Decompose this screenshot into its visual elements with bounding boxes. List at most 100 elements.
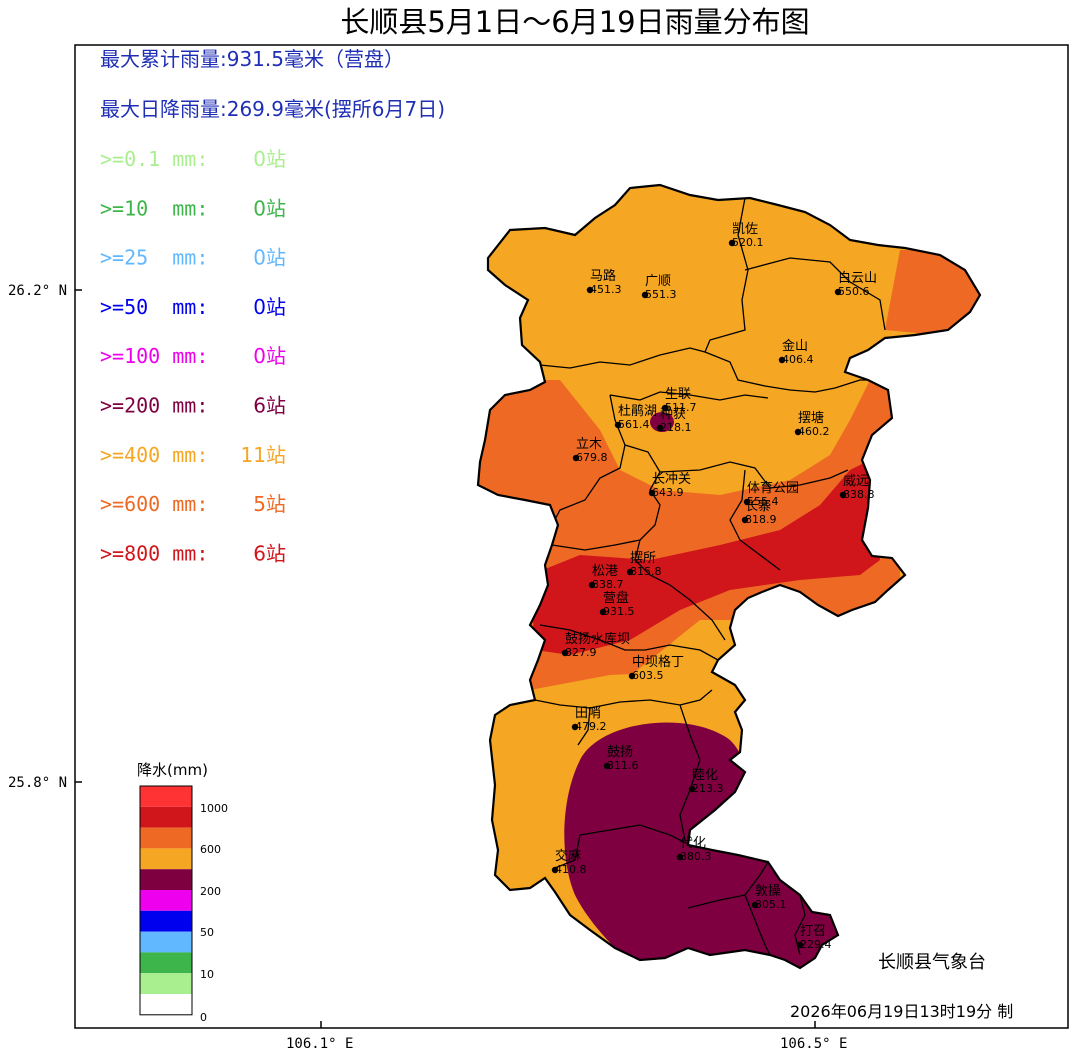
- station-name: 松港: [592, 564, 618, 579]
- legend-swatch: [140, 931, 192, 953]
- stat-threshold-label: >=800 mm:: [100, 541, 208, 565]
- station-value: 818.9: [745, 513, 777, 526]
- station-value: 643.9: [652, 486, 684, 499]
- lat-label: 26.2° N: [8, 283, 67, 299]
- legend-swatch: [140, 952, 192, 974]
- station-name: 长冲关: [652, 472, 691, 487]
- station-value: 229.4: [800, 938, 832, 951]
- legend-swatch: [140, 806, 192, 828]
- station-name: 田哨: [575, 706, 601, 721]
- station-marker: [614, 421, 622, 429]
- lon-label: 106.5° E: [780, 1036, 847, 1052]
- map-title: 长顺县5月1日～6月19日雨量分布图: [340, 5, 809, 39]
- station-value: 410.8: [555, 863, 587, 876]
- stat-station-count: 5站: [253, 492, 286, 516]
- station-marker: [571, 723, 579, 731]
- legend-tick-label: 600: [200, 843, 221, 856]
- made-at: 2026年06月19日13时19分 制: [790, 1002, 1013, 1021]
- station-marker: [794, 428, 802, 436]
- station-marker: [656, 424, 664, 432]
- station-marker: [599, 608, 607, 616]
- stat-station-count: 6站: [253, 394, 286, 418]
- station-value: 311.6: [607, 759, 639, 772]
- stat-threshold-label: >=100 mm:: [100, 344, 208, 368]
- station-name: 广顺: [645, 274, 671, 289]
- stat-threshold-label: >=50 mm:: [100, 295, 208, 319]
- stat-station-count: 6站: [253, 541, 286, 565]
- station-value: 406.4: [782, 353, 814, 366]
- map-frame: [74, 44, 1069, 1029]
- station-value: 838.7: [592, 578, 624, 591]
- station-marker: [588, 581, 596, 589]
- legend-tick-label: 1000: [200, 802, 228, 815]
- station-name: 打召: [800, 924, 826, 939]
- legend-border: [139, 785, 193, 1016]
- station-marker: [688, 785, 696, 793]
- precipitation-legend: 1000 600 200 50 10 0: [139, 785, 228, 1024]
- station-name: 凯佐: [732, 222, 758, 237]
- station-marker: [741, 516, 749, 524]
- station-name: 种获: [660, 407, 686, 422]
- stat-station-count: 0站: [253, 246, 286, 270]
- legend-swatch: [140, 973, 192, 994]
- legend-tick-label: 0: [200, 1011, 207, 1024]
- station-name: 睦化: [692, 767, 718, 783]
- station-name: 白云山: [838, 270, 877, 286]
- legend-swatch: [140, 786, 192, 807]
- station-value: 305.1: [755, 898, 787, 911]
- station-name: 生联: [665, 387, 691, 402]
- station-name: 鼓扬: [607, 745, 633, 760]
- legend-tick-label: 50: [200, 926, 214, 939]
- station-marker: [586, 286, 594, 294]
- station-value: 520.1: [732, 236, 764, 249]
- station-name: 立木: [576, 437, 602, 452]
- station-value: 555.4: [747, 495, 779, 508]
- legend-title: 降水(mm): [137, 761, 208, 779]
- station-marker: [551, 866, 559, 874]
- station-value: 838.8: [843, 488, 875, 501]
- station-marker: [603, 762, 611, 770]
- legend-swatch: [140, 910, 192, 932]
- station-value: 679.8: [576, 451, 608, 464]
- station-marker: [778, 356, 786, 364]
- station-value: 213.3: [692, 782, 724, 795]
- station-marker: [676, 853, 684, 861]
- station-value: 551.3: [645, 288, 677, 301]
- station-marker: [572, 454, 580, 462]
- station-name: 代化: [680, 836, 706, 851]
- station-name: 鼓扬水库坝: [565, 631, 630, 647]
- station-marker: [626, 568, 634, 576]
- station-marker: [628, 672, 636, 680]
- stat-station-count: 0站: [253, 344, 286, 368]
- station-value: 561.4: [618, 418, 650, 431]
- legend-tick-label: 10: [200, 968, 214, 981]
- stat-threshold-label: >=0.1 mm:: [100, 147, 208, 171]
- station-name: 体育公园: [747, 480, 799, 496]
- station-marker: [839, 491, 847, 499]
- legend-swatch: [140, 827, 192, 849]
- lat-label: 25.8° N: [8, 775, 67, 791]
- station-marker: [561, 649, 569, 657]
- station-marker: [648, 489, 656, 497]
- station-marker: [751, 901, 759, 909]
- station-value: 603.5: [632, 669, 664, 682]
- station-name: 中坝格丁: [632, 654, 684, 670]
- station-value: 815.8: [630, 565, 662, 578]
- agency-name: 长顺县气象台: [878, 952, 986, 973]
- stat-threshold-label: >=400 mm:: [100, 443, 208, 467]
- stat-station-count: 0站: [253, 196, 286, 220]
- stat-threshold-label: >=25 mm:: [100, 246, 208, 270]
- station-name: 敦操: [755, 883, 781, 899]
- station-marker: [834, 288, 842, 296]
- station-name: 交麻: [555, 848, 581, 864]
- station-name: 金山: [782, 338, 808, 354]
- station-marker: [661, 404, 669, 412]
- station-value: 827.9: [565, 646, 597, 659]
- legend-swatch: [140, 890, 192, 911]
- legend-swatch: [140, 869, 192, 890]
- station-value: 479.2: [575, 720, 607, 733]
- axis-ticks: [75, 289, 816, 1028]
- station-name: 摆塘: [798, 410, 824, 426]
- station-value: 550.6: [838, 285, 870, 298]
